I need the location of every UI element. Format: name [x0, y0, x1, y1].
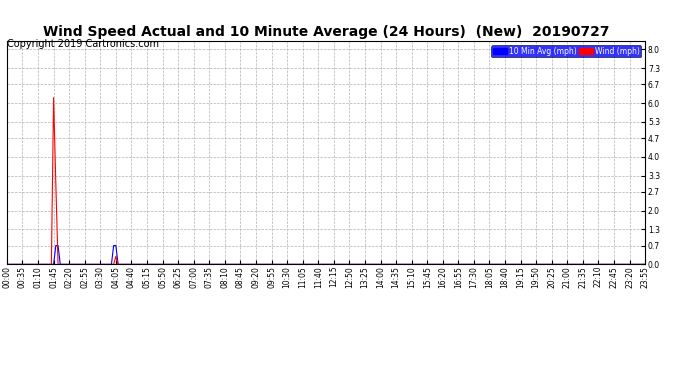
- Legend: 10 Min Avg (mph), Wind (mph): 10 Min Avg (mph), Wind (mph): [491, 45, 641, 57]
- Title: Wind Speed Actual and 10 Minute Average (24 Hours)  (New)  20190727: Wind Speed Actual and 10 Minute Average …: [43, 25, 609, 39]
- Text: Copyright 2019 Cartronics.com: Copyright 2019 Cartronics.com: [7, 39, 159, 50]
